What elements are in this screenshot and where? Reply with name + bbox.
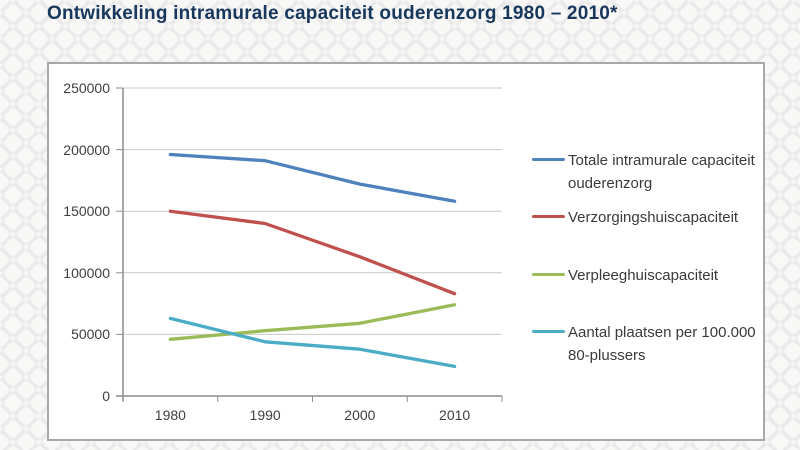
- plot-area: [116, 87, 503, 402]
- y-axis-label: 100000: [63, 264, 110, 281]
- y-axis-label: 150000: [63, 203, 110, 220]
- x-axis-label: 1980: [154, 407, 186, 423]
- legend-item: Totale intramurale capaciteit ouderenzor…: [532, 149, 760, 195]
- series-line-2: [168, 303, 457, 341]
- legend-swatch: [532, 215, 565, 218]
- legend-item: Aantal plaatsen per 100.000 80-plussers: [532, 321, 760, 367]
- y-axis-label: 200000: [63, 141, 110, 158]
- x-axis-label: 2000: [344, 407, 376, 423]
- x-axis-label: 1990: [249, 407, 281, 423]
- legend-swatch: [532, 330, 565, 333]
- y-axis-label: 250000: [63, 80, 110, 96]
- y-axis-label: 0: [102, 388, 110, 404]
- legend-label: Totale intramurale capaciteit ouderenzor…: [568, 152, 755, 192]
- series-line-1: [168, 209, 457, 296]
- legend-item: Verpleeghuiscapaciteit: [532, 264, 718, 287]
- page-title: Ontwikkeling intramurale capaciteit oude…: [47, 3, 618, 24]
- series-line-3: [168, 316, 457, 369]
- legend-label: Verzorgingshuiscapaciteit: [568, 209, 739, 226]
- legend-swatch: [532, 273, 565, 276]
- legend-label: Aantal plaatsen per 100.000 80-plussers: [568, 324, 756, 364]
- series-line-0: [168, 152, 457, 203]
- legend-label: Verpleeghuiscapaciteit: [568, 267, 719, 284]
- x-axis-label: 2010: [439, 407, 471, 423]
- chart-panel: 0 50000 100000 150000 200000 250000 1980 1990 20…: [47, 62, 765, 441]
- y-axis-label: 50000: [71, 326, 110, 343]
- legend-swatch: [532, 158, 565, 161]
- legend-item: Verzorgingshuiscapaciteit: [532, 206, 738, 229]
